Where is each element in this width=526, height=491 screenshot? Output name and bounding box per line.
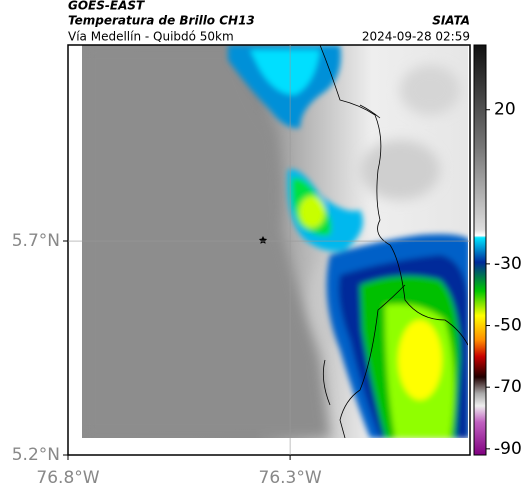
colorbar-label: -70	[494, 377, 522, 397]
satellite-image	[82, 45, 468, 438]
timestamp: 2024-09-28 02:59	[362, 30, 470, 44]
colorbar-label: -90	[494, 439, 522, 459]
colorbar	[473, 44, 487, 456]
colorbar-label: -30	[494, 254, 522, 274]
satellite: GOES-EAST	[68, 0, 145, 13]
colorbar-label: -50	[494, 316, 522, 336]
map-frame	[67, 44, 471, 456]
subtitle: Vía Medellín - Quibdó 50km	[68, 30, 234, 44]
colorbar-label: 20	[494, 100, 516, 120]
lat-tick-label: 5.7°N	[12, 231, 60, 251]
lat-tick-label: 5.2°N	[12, 445, 60, 465]
source: SIATA	[432, 14, 470, 28]
lon-tick-label: 76.8°W	[36, 468, 99, 488]
title: Temperatura de Brillo CH13	[68, 14, 255, 28]
lon-tick-label: 76.3°W	[259, 468, 322, 488]
